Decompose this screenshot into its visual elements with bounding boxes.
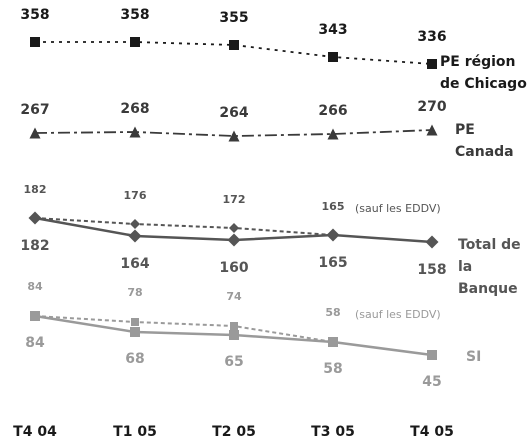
- data-label: 65: [224, 354, 243, 370]
- data-label: 45: [422, 374, 441, 390]
- data-label: 182: [24, 183, 47, 196]
- marker: [129, 126, 141, 138]
- series-line: [34, 129, 433, 137]
- marker: [229, 40, 239, 50]
- data-label: 74: [226, 290, 242, 303]
- data-label: 158: [417, 262, 446, 278]
- marker: [426, 124, 438, 136]
- marker: [329, 338, 337, 346]
- marker: [130, 219, 140, 229]
- data-label: 165: [318, 255, 347, 271]
- marker: [128, 229, 142, 243]
- marker: [227, 233, 241, 247]
- marker: [427, 350, 437, 360]
- data-label: 355: [219, 10, 248, 26]
- data-label: 358: [20, 7, 49, 23]
- data-label: 58: [323, 361, 342, 377]
- data-label: 58: [325, 306, 340, 319]
- x-tick-label: T4 05: [410, 424, 454, 440]
- data-label: 164: [120, 256, 149, 272]
- data-label: 336: [417, 29, 446, 45]
- marker: [29, 127, 41, 139]
- data-label: 268: [120, 101, 149, 117]
- data-label: 343: [318, 22, 347, 38]
- series-label: Total de la Banque: [458, 237, 521, 297]
- data-label: 78: [127, 286, 142, 299]
- marker: [30, 37, 40, 47]
- data-label: 358: [120, 7, 149, 23]
- series-line: [34, 315, 334, 343]
- data-label: 264: [219, 105, 248, 121]
- series-label: PE Canada: [455, 122, 514, 160]
- marker: [131, 318, 139, 326]
- marker: [327, 128, 339, 140]
- marker: [425, 235, 439, 249]
- data-label: 172: [223, 193, 246, 206]
- marker: [230, 322, 238, 330]
- data-label: 267: [20, 102, 49, 118]
- data-label: 165: [322, 200, 345, 213]
- x-tick-label: T1 05: [113, 424, 157, 440]
- series-line: [35, 41, 433, 65]
- data-label: 176: [124, 189, 147, 202]
- x-tick-label: T2 05: [212, 424, 256, 440]
- data-label: 68: [125, 351, 144, 367]
- marker: [130, 37, 140, 47]
- marker: [229, 330, 239, 340]
- marker: [228, 130, 240, 142]
- marker: [427, 59, 437, 69]
- data-label: 160: [219, 260, 248, 276]
- marker: [229, 223, 239, 233]
- data-label: 270: [417, 99, 446, 115]
- marker: [130, 327, 140, 337]
- x-tick-label: T4 04: [13, 424, 57, 440]
- data-label: 84: [27, 280, 43, 293]
- series-label: (sauf les EDDV): [355, 202, 441, 215]
- data-label: 182: [20, 238, 49, 254]
- data-label: 266: [318, 103, 347, 119]
- series-label: SI: [466, 349, 482, 365]
- series-label: PE région de Chicago: [440, 54, 527, 92]
- x-tick-label: T3 05: [311, 424, 355, 440]
- data-label: 84: [25, 335, 45, 351]
- series-label: (sauf les EDDV): [355, 308, 441, 321]
- marker: [31, 312, 39, 320]
- marker: [328, 230, 338, 240]
- marker: [30, 213, 40, 223]
- marker: [328, 52, 338, 62]
- series-line: [34, 217, 334, 236]
